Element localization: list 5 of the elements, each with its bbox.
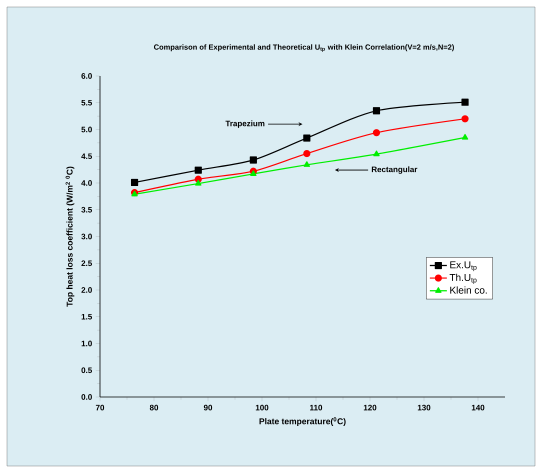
y-axis-title: Top heat loss coefficient (W/m$^{2 0}$C) [66, 166, 74, 307]
legend-label: Klein co. [450, 286, 487, 294]
legend-label: Th.U$_{tp}$ [450, 274, 477, 284]
legend-label: Ex.U$_{tp}$ [450, 261, 477, 272]
x-axis-title: Plate temperature($^{0}$C) [260, 417, 346, 426]
